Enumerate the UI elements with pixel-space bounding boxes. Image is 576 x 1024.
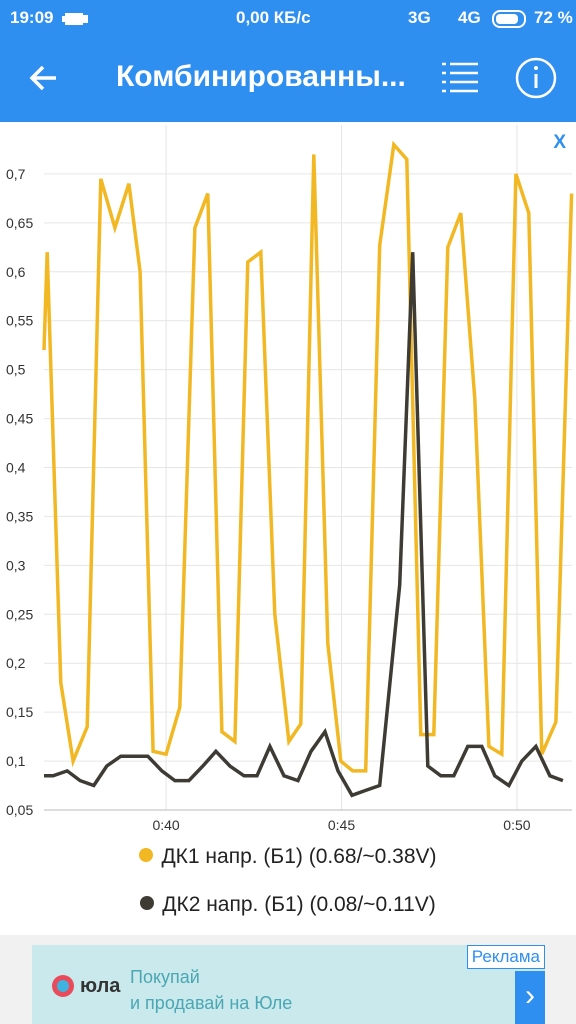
screen-title: Комбинированны... [116,60,406,93]
ad-banner[interactable]: юла Покупай и продавай на Юле Реклама › [32,945,545,1024]
network: 3G [408,8,431,27]
series-line [44,252,564,798]
network: 4G [458,8,481,27]
y-tick-label: 0,7 [6,166,26,182]
ad-area: юла Покупай и продавай на Юле Реклама › [0,935,576,1024]
close-button[interactable]: X [553,132,566,153]
y-tick-label: 0,15 [6,704,33,720]
series-line [42,140,574,773]
ad-logo-icon [52,975,74,997]
chart: 0,05 0,1 0,15 0,2 0,25 0,3 0,35 0,4 0,45 0,5 0,55 0… [6,125,574,833]
y-tick-label: 0,35 [6,508,33,524]
x-tick-label: 0:45 [328,817,355,833]
battery-icon [492,10,526,28]
y-tick-label: 0,55 [6,313,33,329]
legend-label: ДК2 напр. (Б1) (0.08/~0.11V) [162,893,436,916]
status-bar: 19:09 0,00 КБ/с 3G 4G 72 % [0,0,576,36]
x-tick-label: 0:40 [152,817,179,833]
y-tick-label: 0,1 [6,753,26,769]
legend-label: ДК1 напр. (Б1) (0.68/~0.38V) [161,845,437,868]
y-tick-label: 0,45 [6,411,33,427]
x-tick-label: 0:50 [503,817,530,833]
ad-text: Покупай [130,967,200,987]
ad-text: и продавай на Юле [130,993,293,1013]
y-tick-label: 0,25 [6,606,33,622]
y-tick-label: 0,05 [6,802,33,818]
ad-arrow[interactable]: › [515,971,545,1024]
y-tick-label: 0,6 [6,264,26,280]
engine-icon [62,13,88,25]
list-button[interactable] [440,60,480,94]
back-button[interactable] [28,62,60,94]
battery: 72 % [534,8,573,27]
legend-swatch [139,848,154,862]
info-button[interactable] [515,57,557,99]
speed: 0,00 КБ/с [236,8,311,27]
legend-item: ДК2 напр. (Б1) (0.08/~0.11V) [0,893,576,917]
y-tick-label: 0,65 [6,215,33,231]
y-tick-label: 0,4 [6,460,26,476]
y-tick-label: 0,5 [6,362,26,378]
clock: 19:09 [10,8,54,27]
ad-logo: юла [80,975,121,997]
ad-label[interactable]: Реклама [466,945,545,969]
y-tick-label: 0,2 [6,655,26,671]
y-tick-label: 0,3 [6,557,26,573]
legend-item: ДК1 напр. (Б1) (0.68/~0.38V) [0,845,576,869]
legend-swatch [140,896,155,910]
app-bar: Комбинированны... [0,36,576,122]
